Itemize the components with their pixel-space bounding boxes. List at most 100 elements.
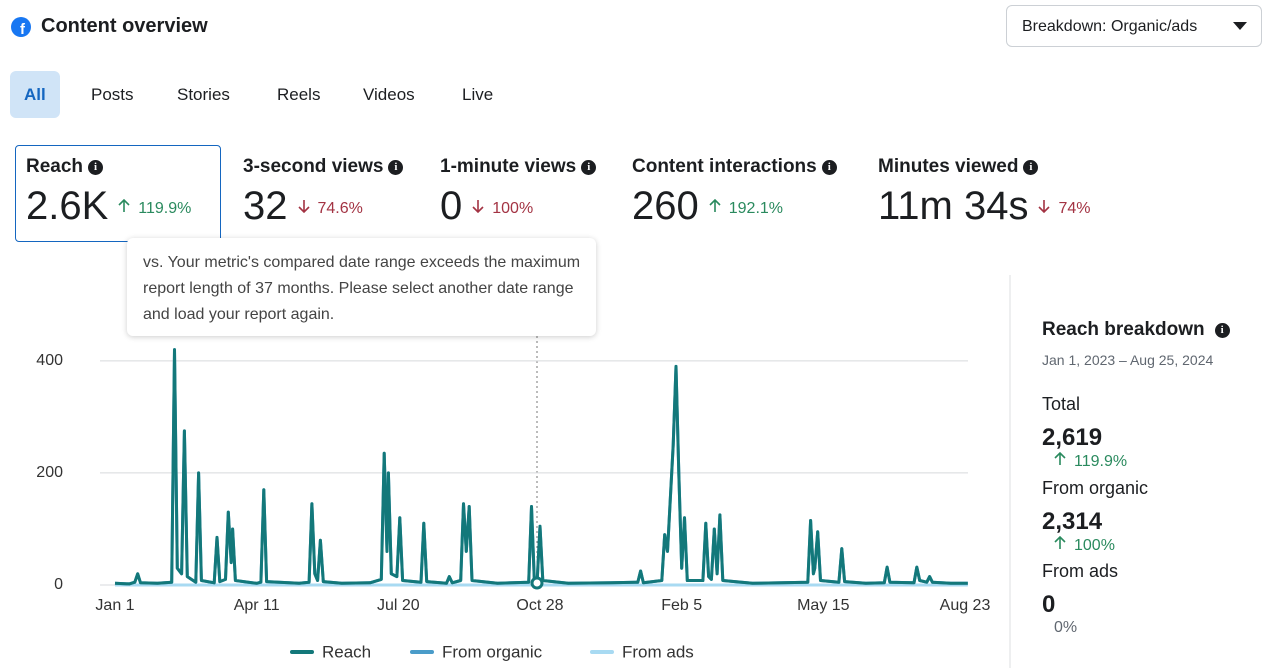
breakdown-change-text: 100% <box>1074 537 1115 554</box>
breakdown-title: Reach breakdown <box>1042 319 1205 340</box>
metric-label-row: Reach i <box>26 156 191 178</box>
metric-label-row: Minutes viewed i <box>878 156 1090 178</box>
x-tick-label: Jul 20 <box>377 597 420 614</box>
trend-arrow <box>1054 535 1066 549</box>
info-icon: i <box>821 160 837 175</box>
breakdown-button[interactable]: Breakdown: Organic/ads <box>1006 5 1262 47</box>
metric-change-text: 74.6% <box>317 200 363 217</box>
x-tick-label: Aug 23 <box>940 597 991 614</box>
breakdown-value: 2,314 <box>1042 508 1103 535</box>
trend-arrow <box>709 198 721 212</box>
metric-change: 119.9% <box>118 198 192 218</box>
metric-change-text: 192.1% <box>728 200 784 217</box>
tab-label: Stories <box>177 85 230 104</box>
breakdown-label: From organic <box>1042 478 1149 498</box>
tab-label: All <box>24 85 46 104</box>
metric-card[interactable]: Minutes viewed i 11m 34s 74% <box>878 156 1090 229</box>
metric-label: Minutes viewed <box>878 156 1019 177</box>
legend-label: Reach <box>322 642 371 661</box>
metric-value-row: 11m 34s 74% <box>878 184 1090 229</box>
metric-change: 100% <box>472 199 533 218</box>
metric-label: 1-minute views <box>440 156 577 177</box>
svg-text:f: f <box>20 21 26 38</box>
breakdown-value-row: 0 0% <box>1042 591 1077 637</box>
hover-marker <box>530 576 544 590</box>
x-tick-label: Feb 5 <box>661 597 702 614</box>
tooltip-text: vs. Your metric's compared date range ex… <box>143 254 581 323</box>
breakdown-value-row: 2,314 100% <box>1042 508 1115 555</box>
metric-change: 74% <box>1038 199 1090 218</box>
breakdown-label: Total <box>1042 394 1081 414</box>
metric-card[interactable]: Reach i 2.6K 119.9% <box>26 156 191 229</box>
metric-value: 0 <box>440 184 463 228</box>
breakdown-value-row: 2,619 119.9% <box>1042 424 1127 471</box>
tab-label: Live <box>462 85 494 104</box>
metric-change-text: 74% <box>1058 200 1091 217</box>
tab[interactable]: Live <box>448 71 507 118</box>
legend-label: From organic <box>442 642 543 661</box>
tab-label: Videos <box>363 85 415 104</box>
metric-change-text: 100% <box>492 200 534 217</box>
metric-change-text: 119.9% <box>138 200 192 217</box>
info-icon: i <box>388 160 404 175</box>
breakdown-change-text: 0% <box>1054 619 1078 636</box>
breakdown-button-label: Breakdown: Organic/ads <box>1022 18 1198 35</box>
tab[interactable]: All <box>10 71 60 118</box>
metric-value: 32 <box>243 184 288 228</box>
metric-label: 3-second views <box>243 156 384 177</box>
metric-label-row: Content interactions i <box>632 156 837 178</box>
legend-label: From ads <box>622 642 694 661</box>
metric-value: 260 <box>632 184 699 228</box>
metric-label-row: 3-second views i <box>243 156 404 178</box>
tooltip: vs. Your metric's compared date range ex… <box>127 238 596 336</box>
info-icon: i <box>88 160 104 175</box>
y-tick-label: 0 <box>54 576 63 593</box>
breakdown-value: 0 <box>1042 591 1056 618</box>
tab[interactable]: Stories <box>163 71 244 118</box>
tab[interactable]: Reels <box>263 71 334 118</box>
metric-value-row: 32 74.6% <box>243 184 403 229</box>
trend-arrow <box>1038 200 1051 214</box>
selected-metric-box <box>15 145 221 242</box>
info-icon: i <box>581 160 597 175</box>
metric-value: 11m 34s <box>878 184 1029 228</box>
breakdown-value: 2,619 <box>1042 424 1103 451</box>
x-tick-label: May 15 <box>797 597 850 614</box>
series-line <box>114 348 968 586</box>
metric-label-row: 1-minute views i <box>440 156 597 178</box>
metric-value-row: 260 192.1% <box>632 184 837 229</box>
page-title: Content overview <box>41 15 208 37</box>
breakdown-change: 100% <box>1054 535 1115 555</box>
tab-label: Reels <box>277 85 321 104</box>
metric-value-row: 0 100% <box>440 184 596 229</box>
dropdown-arrow <box>1233 22 1247 30</box>
trend-arrow <box>472 200 484 214</box>
tab-label: Posts <box>91 85 134 104</box>
tab[interactable]: Posts <box>77 71 148 118</box>
x-tick-label: Oct 28 <box>516 597 563 614</box>
x-tick-label: Jan 1 <box>95 597 134 614</box>
x-tick-label: Apr 11 <box>234 597 280 614</box>
breakdown-date: Jan 1, 2023 – Aug 25, 2024 <box>1042 352 1214 368</box>
metric-label: Content interactions <box>632 156 817 177</box>
breakdown-change: 0% <box>1054 619 1077 637</box>
metric-card[interactable]: 3-second views i 32 74.6% <box>243 156 404 229</box>
breakdown-change-text: 119.9% <box>1074 453 1128 470</box>
y-tick-label: 400 <box>36 352 63 369</box>
y-tick-label: 200 <box>36 464 63 481</box>
metric-value-row: 2.6K 119.9% <box>26 184 191 229</box>
metric-label: Reach <box>26 156 84 177</box>
info-icon: i <box>1214 323 1230 338</box>
metric-card[interactable]: Content interactions i 260 192.1% <box>632 156 837 229</box>
facebook-icon: f <box>11 17 31 38</box>
info-icon: i <box>1023 160 1039 175</box>
trend-arrow <box>297 200 310 214</box>
metric-card[interactable]: 1-minute views i 0 100% <box>440 156 597 229</box>
breakdown-title-row: Reach breakdown i <box>1042 319 1230 341</box>
tab[interactable]: Videos <box>349 71 429 118</box>
breakdown-label: From ads <box>1042 561 1119 581</box>
breakdown-change: 119.9% <box>1054 451 1128 471</box>
trend-arrow <box>118 198 130 212</box>
